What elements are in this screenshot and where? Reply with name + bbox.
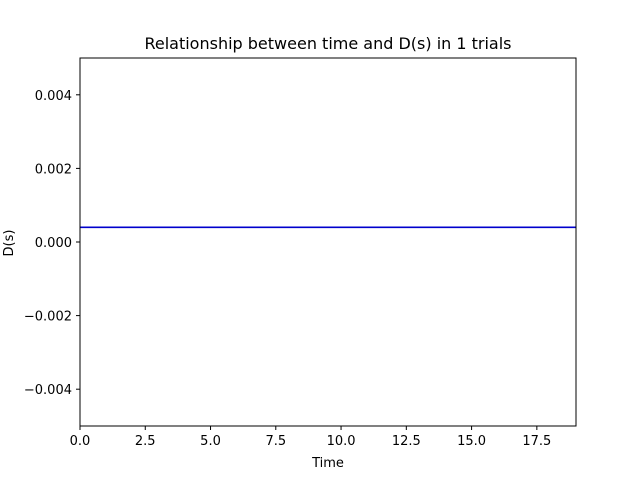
y-axis: −0.004 −0.002 0.000 0.002 0.004 [24, 89, 80, 398]
x-tick-label: 5.0 [200, 434, 221, 449]
x-tick-label: 7.5 [265, 434, 286, 449]
y-tick-label: −0.002 [24, 310, 72, 325]
y-tick-label: −0.004 [24, 383, 72, 398]
y-tick-label: 0.004 [35, 89, 72, 104]
axes-frame [79, 57, 577, 427]
x-axis-title: Time [311, 456, 344, 471]
x-tick-label: 0.0 [70, 434, 91, 449]
chart-title: Relationship between time and D(s) in 1 … [144, 34, 511, 53]
x-axis: 0.0 2.5 5.0 7.5 10.0 12.5 15.0 17.5 [70, 426, 551, 449]
y-tick-label: 0.002 [35, 162, 72, 177]
y-tick-label: 0.000 [35, 236, 72, 251]
x-tick-label: 17.5 [522, 434, 551, 449]
x-tick-label: 15.0 [457, 434, 486, 449]
x-tick-label: 2.5 [135, 434, 156, 449]
y-axis-title: D(s) [2, 230, 17, 257]
x-tick-label: 12.5 [392, 434, 421, 449]
x-tick-label: 10.0 [327, 434, 356, 449]
